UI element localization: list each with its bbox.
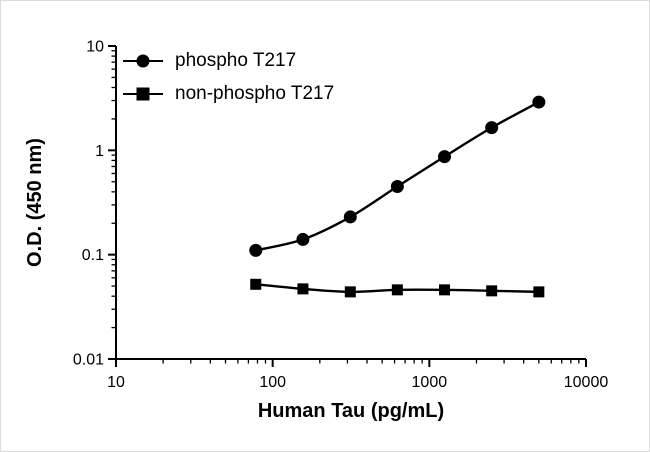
data-point-square [297, 283, 309, 295]
legend-item-phospho: phospho T217 [123, 50, 334, 72]
data-point-circle [390, 180, 404, 194]
y-tick-label: 1 [95, 143, 104, 160]
y-tick-label: 10 [86, 39, 104, 56]
data-point-circle [249, 243, 263, 257]
data-point-square [250, 278, 262, 290]
square-marker-icon [123, 87, 163, 102]
data-point-circle [532, 95, 546, 109]
y-tick-label: 0.1 [82, 247, 104, 264]
data-point-square [486, 285, 498, 297]
data-point-circle [438, 150, 452, 164]
data-point-square [439, 284, 451, 296]
y-axis-title: O.D. (450 nm) [24, 138, 46, 267]
data-point-square [391, 284, 403, 296]
x-tick-label: 100 [259, 374, 286, 391]
data-point-circle [485, 121, 499, 135]
data-point-circle [343, 210, 357, 224]
x-tick-label: 1000 [412, 374, 448, 391]
legend-label: non-phospho T217 [175, 82, 335, 104]
x-axis-title: Human Tau (pg/mL) [258, 400, 444, 422]
y-tick-label: 0.01 [73, 352, 104, 369]
legend-item-non-phospho: non-phospho T217 [123, 82, 335, 105]
data-point-square [344, 286, 356, 298]
x-tick-label: 10000 [564, 374, 609, 391]
circle-marker-icon [123, 54, 163, 69]
x-tick-label: 10 [107, 374, 125, 391]
legend-label: phospho T217 [175, 50, 297, 71]
data-point-circle [296, 232, 310, 246]
data-point-square [533, 286, 545, 298]
legend: phospho T217 non-phospho T217 [123, 50, 335, 105]
